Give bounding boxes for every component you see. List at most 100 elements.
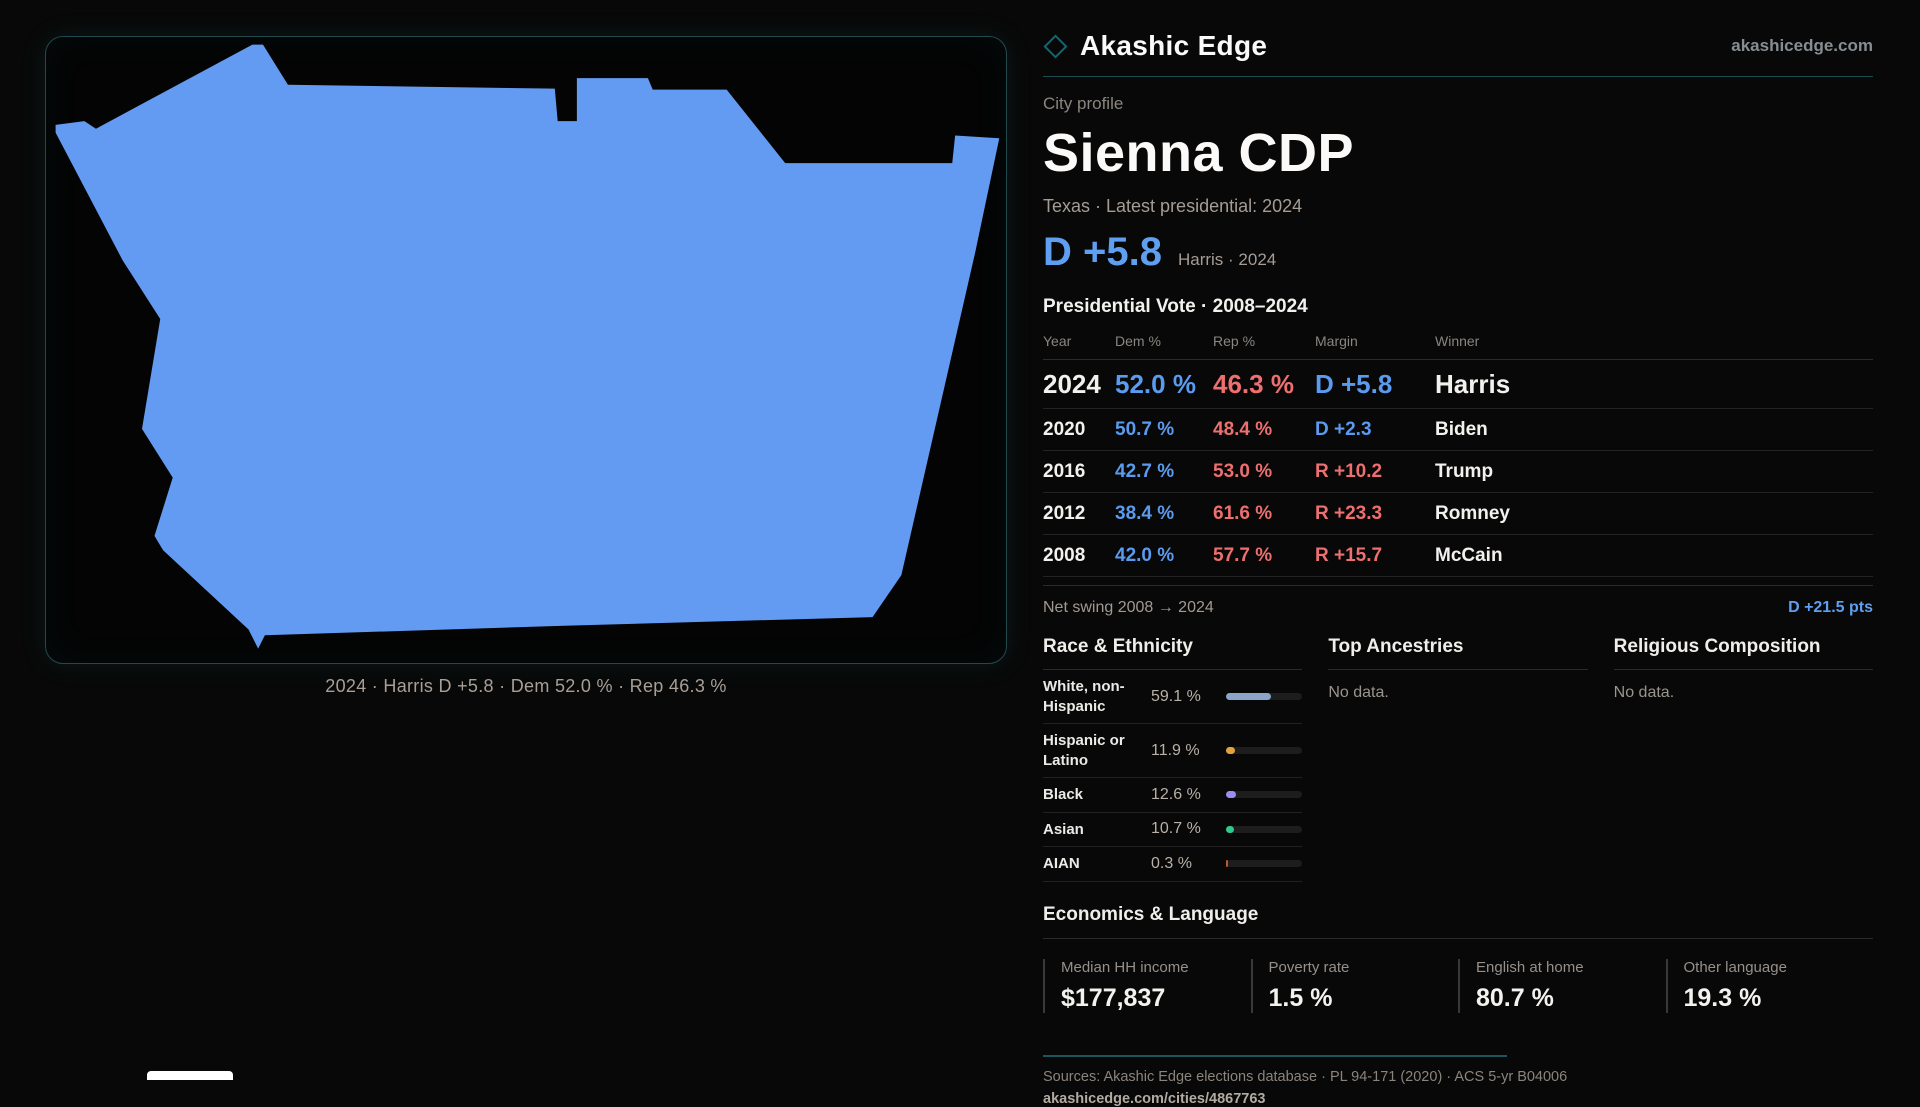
vote-table-cell: 52.0 % [1115, 368, 1196, 399]
headline-margin-value: D +5.8 [1043, 230, 1162, 274]
vote-table-cell: R +15.7 [1315, 544, 1383, 566]
race-row: White, non-Hispanic 59.1 % [1043, 670, 1303, 724]
race-bar-fill [1226, 693, 1272, 700]
race-label: White, non-Hispanic [1043, 678, 1125, 715]
stat-value: 1.5 % [1268, 983, 1333, 1012]
vote-table-cell: 2020 [1043, 418, 1086, 440]
demographics-columns: Race & Ethnicity White, non-Hispanic 59.1… [1043, 636, 1873, 882]
stat-label: Other language [1683, 958, 1787, 976]
race-bar-fill [1226, 825, 1235, 833]
race-value: 10.7 % [1151, 820, 1201, 838]
ancestries-empty-state: No data. [1328, 684, 1389, 701]
vote-table-cell: R +23.3 [1315, 502, 1383, 524]
race-label: Asian [1043, 820, 1084, 838]
top-ancestries-title: Top Ancestries [1328, 636, 1588, 670]
stat-cell: English at home 80.7 % [1458, 958, 1666, 1013]
race-bar-fill [1226, 747, 1236, 754]
footer-divider [1043, 1054, 1507, 1057]
city-boundary-polygon [55, 44, 1000, 649]
vote-table-cell: 42.0 % [1115, 544, 1175, 566]
race-label: Black [1043, 786, 1084, 803]
vote-table-cell: 38.4 % [1115, 502, 1175, 524]
headline-margin-row: D +5.8 Harris · 2024 [1043, 230, 1873, 275]
race-bar-track [1226, 693, 1303, 700]
vote-table-cell: D +2.3 [1315, 418, 1372, 440]
race-bar-fill [1226, 791, 1236, 799]
vote-table-cell: Biden [1435, 418, 1488, 440]
bottom-edge-artifact [147, 1071, 233, 1080]
vote-table-row: 2020 50.7 % 48.4 % D +2.3 Biden [1043, 409, 1873, 451]
vote-table-cell: 2012 [1043, 502, 1086, 524]
brand-domain-link[interactable]: akashicedge.com [1731, 36, 1873, 55]
race-label: Hispanic or Latino [1043, 732, 1125, 769]
vote-table-cell: McCain [1435, 544, 1503, 566]
race-row: Asian 10.7 % [1043, 813, 1303, 847]
sources-text: Sources: Akashic Edge elections database… [1043, 1068, 1568, 1085]
econ-stats: Median HH income $177,837 Poverty rate 1.5 … [1043, 958, 1873, 1013]
stat-value: $177,837 [1061, 983, 1166, 1012]
vote-table-cell: 57.7 % [1213, 544, 1273, 566]
vote-table-cell: Trump [1435, 460, 1494, 482]
vote-table-cell: 61.6 % [1213, 502, 1273, 524]
net-swing-value: D +21.5 pts [1788, 599, 1873, 616]
race-rows: White, non-Hispanic 59.1 % Hispanic or Lat… [1043, 670, 1303, 882]
header-divider [1043, 76, 1873, 77]
stat-label: Poverty rate [1268, 958, 1350, 976]
headline-context: Harris · 2024 [1177, 250, 1277, 269]
race-row: Hispanic or Latino 11.9 % [1043, 724, 1303, 778]
stat-cell: Poverty rate 1.5 % [1250, 958, 1459, 1013]
page-title: Sienna CDP [1043, 123, 1355, 183]
net-swing-label: Net swing 2008 → 2024 [1043, 599, 1214, 616]
vote-table-cell: Romney [1435, 502, 1510, 524]
vote-table-cell: Harris [1435, 368, 1511, 399]
race-row: AIAN 0.3 % [1043, 847, 1303, 882]
race-bar-fill [1226, 860, 1229, 868]
vote-table-cell: D +5.8 [1315, 368, 1393, 399]
city-page-url[interactable]: akashicedge.com/cities/4867763 [1043, 1090, 1266, 1107]
vote-table-column-header: Margin [1315, 333, 1358, 349]
subtitle: Texas · Latest presidential: 2024 [1043, 196, 1303, 216]
city-profile-panel: Akashic Edge akashicedge.com City profil… [1043, 30, 1873, 1107]
footer: Sources: Akashic Edge elections database… [1043, 1054, 1873, 1107]
economics-divider [1043, 937, 1873, 939]
vote-table-cell: 48.4 % [1213, 418, 1273, 440]
vote-table-cell: 2008 [1043, 544, 1086, 566]
vote-table-row: 2024 52.0 % 46.3 % D +5.8 Harris [1043, 360, 1873, 409]
race-value: 59.1 % [1151, 687, 1201, 705]
race-value: 11.9 % [1151, 741, 1200, 759]
race-value: 0.3 % [1151, 854, 1192, 872]
diamond-logo-icon [1043, 33, 1068, 59]
stat-cell: Median HH income $177,837 [1043, 958, 1251, 1013]
vote-table-cell: 50.7 % [1115, 418, 1175, 440]
vote-table-cell: 53.0 % [1213, 460, 1273, 482]
stat-label: Median HH income [1061, 958, 1189, 976]
religious-composition-column: Religious Composition No data. [1613, 636, 1873, 882]
city-boundary-map-card [45, 36, 1007, 664]
city-boundary-map [55, 44, 1000, 649]
map-caption: 2024 · Harris D +5.8 · Dem 52.0 % · Rep … [325, 676, 727, 696]
vote-table-row: 2012 38.4 % 61.6 % R +23.3 Romney [1043, 493, 1873, 535]
religion-empty-state: No data. [1613, 684, 1675, 701]
brand-name: Akashic Edge [1080, 30, 1268, 61]
economics-title: Economics & Language [1043, 903, 1259, 925]
race-bar-track [1226, 860, 1303, 868]
vote-table-body: 2024 52.0 % 46.3 % D +5.8 Harris 2020 50.7 % 48… [1043, 360, 1873, 577]
vote-table-column-header: Winner [1435, 333, 1480, 349]
race-bar-track [1226, 747, 1303, 754]
vote-table-column-header: Rep % [1213, 333, 1256, 349]
vote-table-cell: 46.3 % [1213, 368, 1294, 399]
vote-table-cell: 2024 [1043, 368, 1101, 399]
vote-table-header: Year Dem % Rep % Margin Winner [1043, 333, 1873, 360]
vote-table-column-header: Dem % [1115, 333, 1161, 349]
race-bar-track [1226, 791, 1303, 799]
vote-table-column-header: Year [1043, 333, 1072, 349]
kicker-label: City profile [1043, 94, 1124, 113]
brand-header: Akashic Edge akashicedge.com [1043, 30, 1873, 62]
religious-composition-title: Religious Composition [1613, 636, 1873, 670]
race-value: 12.6 % [1151, 785, 1201, 803]
stat-value: 80.7 % [1476, 983, 1554, 1012]
stat-value: 19.3 % [1683, 983, 1762, 1012]
net-swing-row: Net swing 2008 → 2024 D +21.5 pts [1043, 585, 1873, 617]
vote-table-cell: R +10.2 [1315, 460, 1383, 482]
race-row: Black 12.6 % [1043, 778, 1303, 813]
